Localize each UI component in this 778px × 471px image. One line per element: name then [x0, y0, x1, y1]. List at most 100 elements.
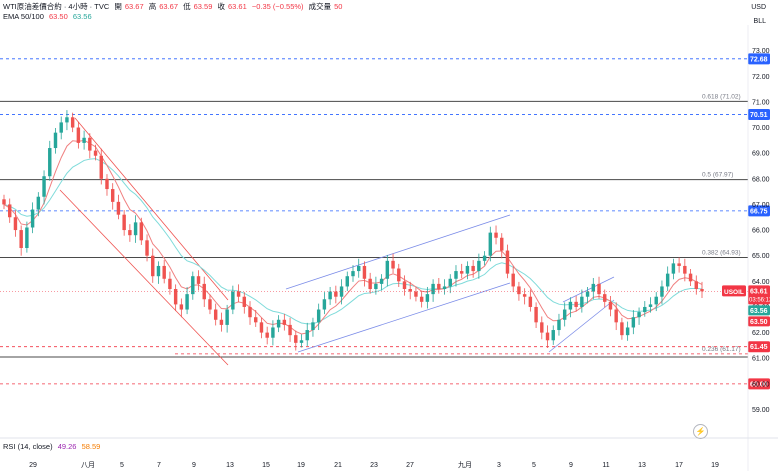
x-tick-label: 八月	[81, 461, 95, 469]
ema-lines	[3, 139, 703, 335]
ema50-line	[3, 139, 703, 335]
x-tick-label: 7	[157, 462, 161, 469]
x-tick-label: 13	[638, 462, 646, 469]
price-axis[interactable]: 59.0060.0061.0062.0063.0064.0065.0066.00…	[752, 48, 770, 414]
ema50-value: 63.50	[48, 12, 68, 21]
channel-line	[562, 276, 615, 303]
candle-body	[59, 122, 63, 133]
candle-body	[408, 289, 412, 292]
candle-body	[322, 299, 327, 310]
candle-body	[345, 276, 349, 287]
candle-body	[585, 291, 590, 297]
ema50-tag: 63.50	[750, 319, 768, 326]
volume-label: 成交量	[308, 2, 332, 11]
candle-body	[534, 306, 538, 323]
price-labels: USOIL 63.61 03:56:12 63.56 63.50	[0, 25, 778, 471]
channel-line	[548, 299, 615, 353]
low-label: 低	[183, 2, 191, 11]
candle-body	[145, 240, 149, 256]
candle-body	[688, 273, 693, 282]
candle-body	[191, 276, 195, 295]
fib-label: 0.5 (67.97)	[702, 172, 733, 179]
trend-channels	[59, 117, 615, 366]
ema100-tag: 63.56	[750, 308, 768, 315]
candle-body	[494, 232, 498, 238]
channel-line	[74, 117, 229, 301]
ema100-value: 63.56	[72, 12, 92, 21]
candle-body	[219, 319, 224, 325]
level-label: 60.00	[750, 381, 768, 388]
rsi-label[interactable]: RSI (14, close)	[3, 442, 53, 451]
channel-line	[297, 282, 511, 353]
candle-body	[36, 196, 41, 210]
candle-body	[88, 137, 92, 151]
candle-body	[288, 324, 292, 336]
symbol-title[interactable]: WTI原油差價合約 · 4小時 · TVC	[3, 2, 110, 11]
level-label: 70.51	[750, 112, 768, 119]
x-tick-label: 5	[532, 462, 536, 469]
x-tick-label: 29	[29, 462, 37, 469]
ema100-line	[3, 158, 703, 325]
currency-label[interactable]: USD	[751, 4, 766, 11]
candle-body	[328, 291, 332, 300]
fib-label: 0.618 (71.02)	[702, 93, 741, 100]
candle-body	[465, 265, 470, 274]
candle-body	[580, 296, 584, 307]
x-tick-label: 21	[334, 462, 342, 469]
y-tick-label: 59.00	[752, 407, 770, 414]
open-value: 63.67	[124, 2, 144, 11]
x-tick-label: 11	[602, 462, 609, 469]
candle-body	[551, 330, 555, 341]
level-label: 66.75	[750, 208, 768, 215]
level-label: 61.45	[750, 344, 768, 351]
close-label: 收	[217, 2, 225, 11]
candle-body	[202, 283, 206, 300]
horizontal-lines: 72.68 70.51 66.75 61.45 60.00	[0, 53, 770, 390]
candle-body	[597, 283, 601, 295]
candle-body	[242, 296, 247, 307]
candle-body	[505, 250, 510, 274]
candle-body	[179, 304, 184, 310]
ema-label[interactable]: EMA 50/100	[3, 12, 44, 21]
low-value: 63.59	[193, 2, 213, 11]
flash-icon[interactable]: ⚡	[693, 424, 708, 439]
x-tick-label: 19	[297, 462, 305, 469]
candle-body	[517, 286, 521, 295]
high-label: 高	[148, 2, 157, 11]
y-tick-label: 68.00	[752, 176, 770, 183]
y-tick-label: 62.00	[752, 330, 770, 337]
candles	[2, 110, 704, 351]
candle-body	[208, 299, 212, 310]
candle-body	[511, 273, 515, 287]
candle-body	[568, 301, 573, 310]
candle-body	[654, 296, 658, 305]
x-tick-label: 3	[497, 462, 501, 469]
candle-body	[65, 117, 69, 123]
y-tick-label: 66.00	[752, 228, 770, 235]
candle-body	[53, 132, 58, 149]
candle-body	[694, 281, 698, 290]
candle-body	[76, 127, 81, 143]
x-tick-label: 5	[120, 462, 124, 469]
candle-body	[334, 291, 338, 297]
candle-body	[454, 271, 458, 279]
legend-header: WTI原油差價合約 · 4小時 · TVC 開 63.67 高 63.67 低 63.…	[3, 2, 345, 12]
candle-body	[540, 322, 544, 333]
candle-body	[70, 117, 75, 128]
level-label: 72.68	[750, 56, 768, 63]
candle-body	[236, 291, 241, 297]
candle-body	[379, 278, 384, 284]
x-tick-label: 13	[226, 462, 234, 469]
candle-body	[116, 201, 121, 215]
x-tick-label: 17	[675, 462, 683, 469]
y-tick-label: 73.00	[752, 48, 770, 55]
x-tick-label: 19	[711, 462, 719, 469]
channel-line	[285, 214, 511, 290]
unit-label[interactable]: BLL	[753, 18, 766, 25]
time-axis[interactable]: 29 八月 5 7 9 13 15 19 21 23 27 九月 3 5 9 11 13 17 19	[29, 460, 719, 469]
candle-body	[482, 255, 487, 261]
level-label-bg	[748, 341, 770, 353]
candle-body	[259, 322, 264, 333]
candle-body	[316, 309, 321, 323]
